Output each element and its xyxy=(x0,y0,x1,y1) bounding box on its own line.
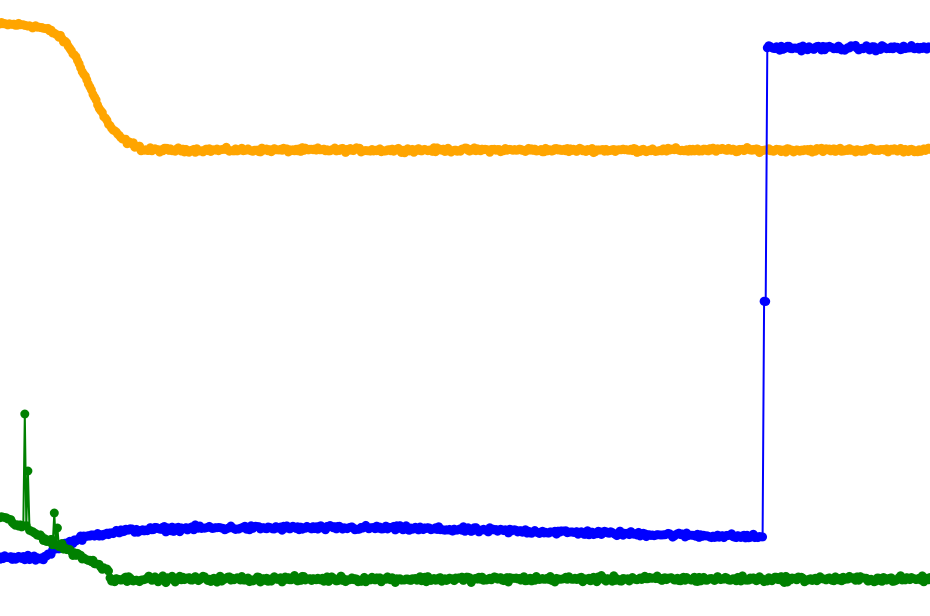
data-point xyxy=(49,508,59,518)
series-0 xyxy=(0,18,930,158)
data-point xyxy=(925,144,930,154)
data-point xyxy=(758,532,768,542)
data-point xyxy=(925,573,930,582)
series-line-1 xyxy=(0,43,930,563)
data-point xyxy=(20,409,30,419)
series-2 xyxy=(0,409,930,588)
series-1 xyxy=(0,40,930,565)
series-line-2 xyxy=(0,413,930,586)
series-line-0 xyxy=(0,21,930,155)
data-point xyxy=(104,566,113,576)
data-point xyxy=(23,466,33,476)
data-point xyxy=(761,297,771,306)
series-layer xyxy=(0,18,930,588)
data-point xyxy=(52,523,62,533)
data-point xyxy=(925,42,930,52)
